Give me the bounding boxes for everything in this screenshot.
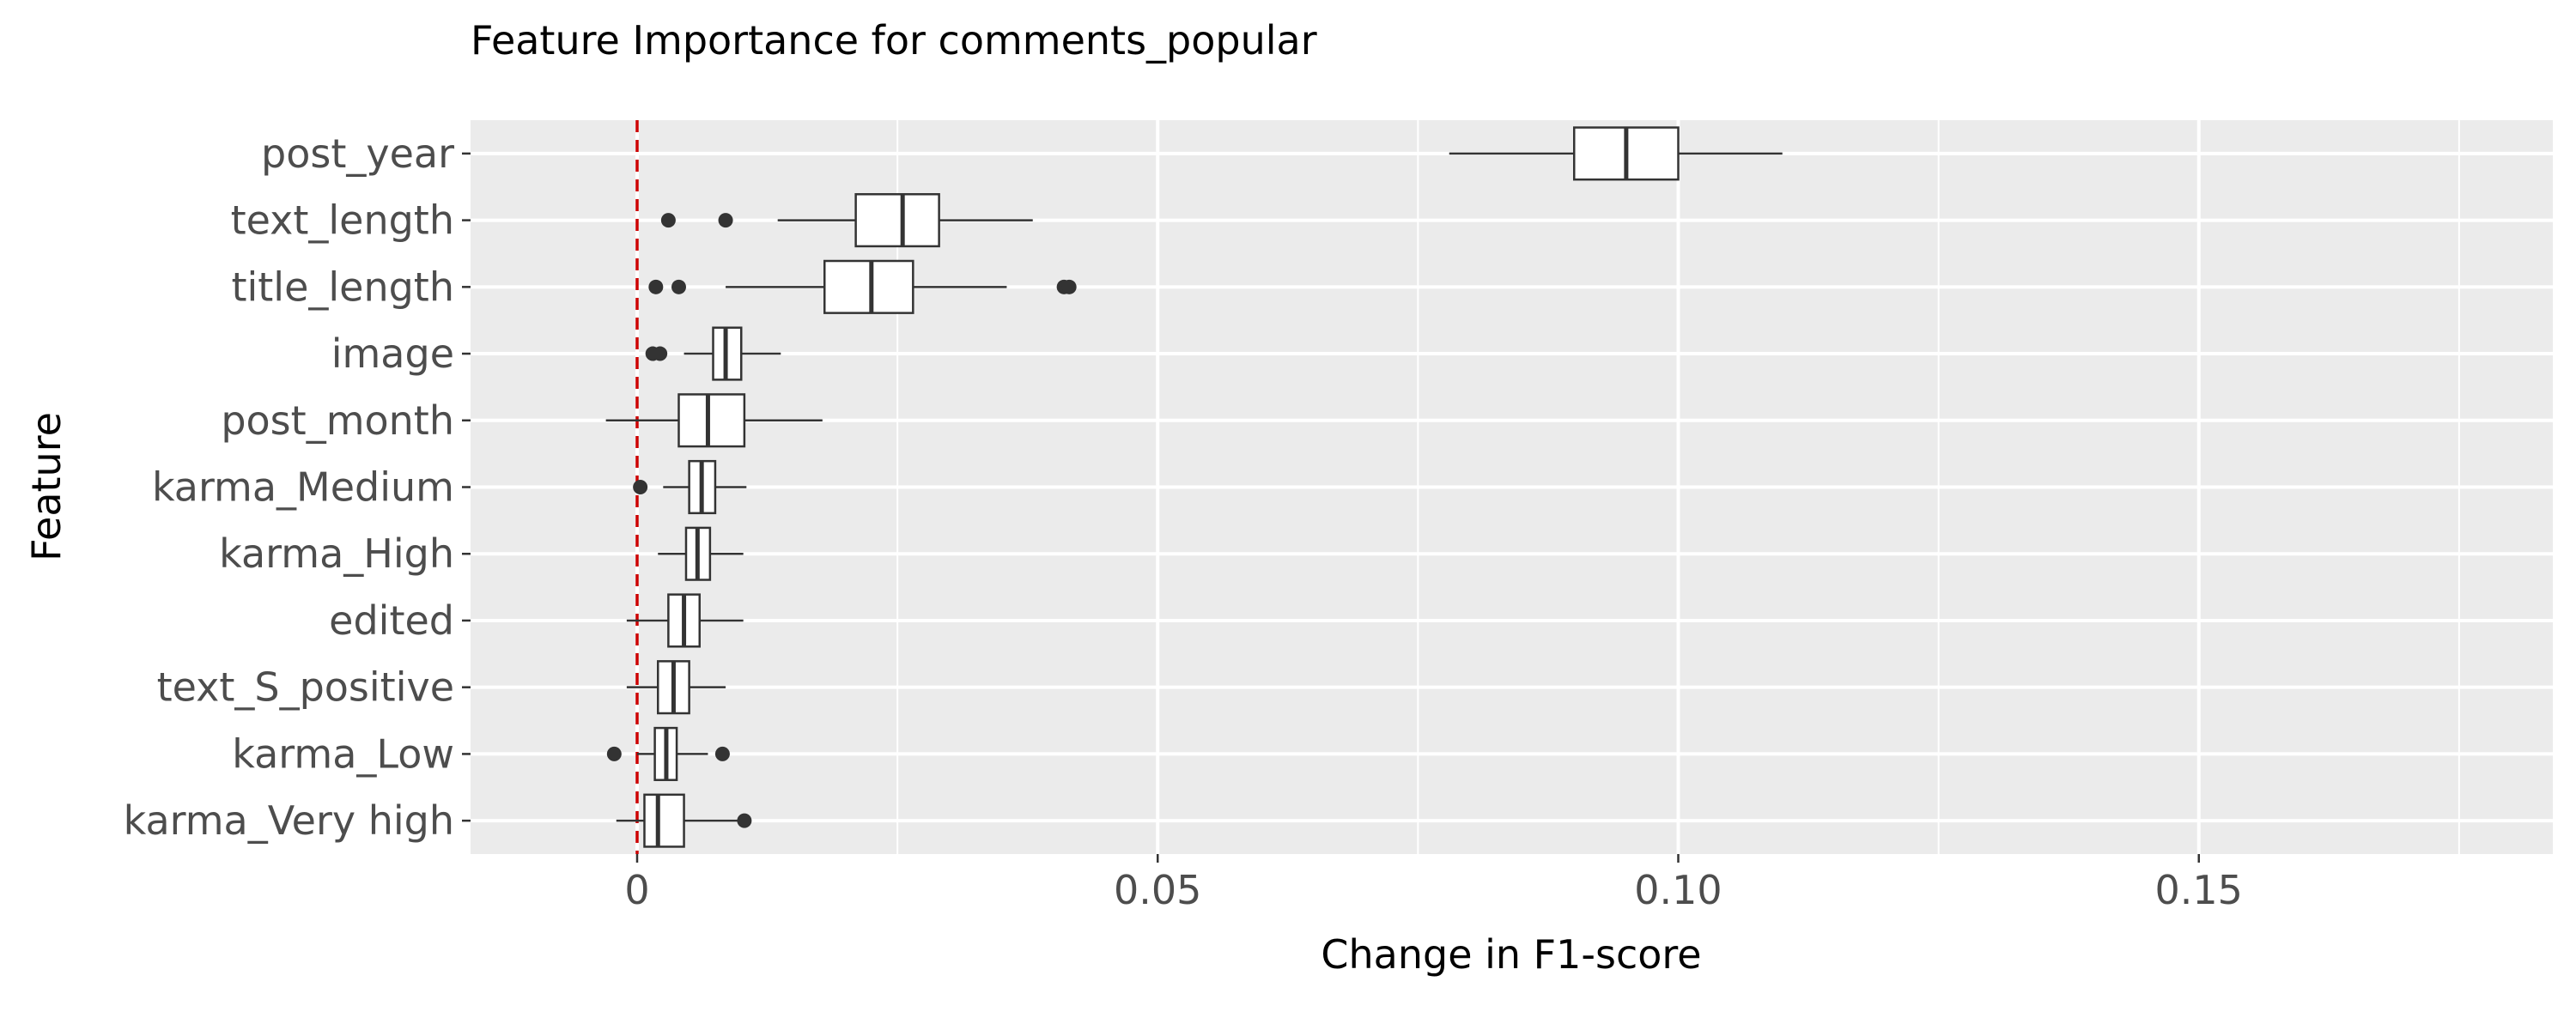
outlier-point: [1061, 279, 1077, 294]
y-tick-label: edited: [329, 597, 454, 644]
y-tick-label: karma_Medium: [152, 464, 454, 511]
y-tick-label: text_length: [231, 197, 454, 244]
outlier-point: [714, 746, 730, 761]
x-tick-label: 0: [624, 867, 649, 913]
x-axis-title: Change in F1-score: [1321, 931, 1701, 978]
boxes-layer: [605, 126, 1783, 848]
y-tick-label: title_length: [231, 264, 454, 310]
x-tick-label: 0.15: [2155, 867, 2243, 913]
outlier-point: [671, 279, 686, 294]
y-tick-label: post_year: [261, 130, 454, 177]
y-tick-label: karma_Low: [232, 730, 454, 777]
outlier-point: [648, 279, 664, 294]
box-iqr: [854, 193, 940, 248]
outlier-point: [606, 746, 622, 761]
box-iqr: [677, 393, 746, 448]
outlier-point: [737, 813, 752, 828]
box-iqr: [823, 259, 914, 314]
x-tick-label: 0.10: [1634, 867, 1722, 913]
box-iqr: [643, 793, 685, 848]
y-tick-label: karma_High: [219, 530, 454, 577]
x-tick-label: 0.05: [1114, 867, 1201, 913]
y-tick-label: text_S_positive: [157, 664, 454, 711]
outlier-point: [718, 213, 733, 228]
y-tick-label: image: [331, 330, 454, 377]
grid-lines: [471, 120, 2553, 854]
y-axis-title: Feature: [23, 412, 70, 561]
outlier-point: [653, 346, 668, 361]
y-tick-label: karma_Very high: [124, 797, 454, 844]
y-tick-label: post_month: [221, 397, 454, 444]
chart-title: Feature Importance for comments_popular: [471, 17, 1317, 64]
outlier-point: [660, 213, 676, 228]
outlier-point: [633, 480, 648, 494]
